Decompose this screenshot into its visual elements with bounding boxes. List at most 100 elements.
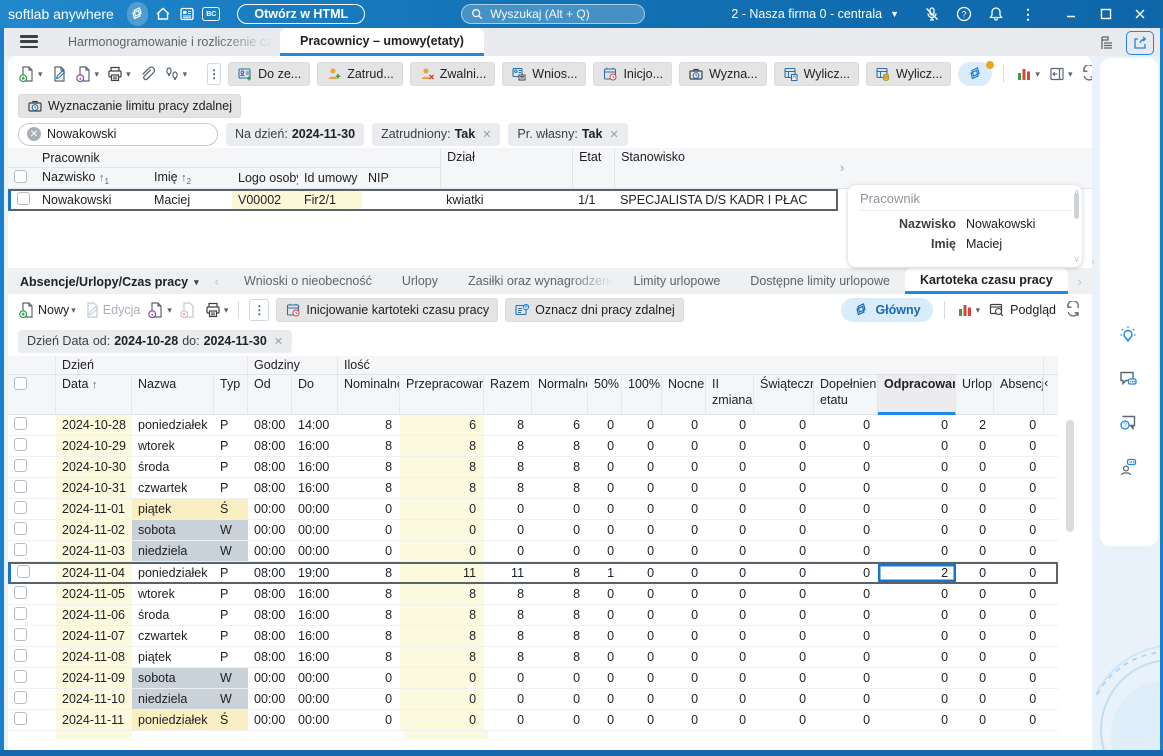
- cell-odpracowanie[interactable]: 0: [878, 478, 956, 499]
- row-checkbox[interactable]: [8, 189, 36, 211]
- cell-50[interactable]: 0: [588, 499, 622, 520]
- cell-swiateczne[interactable]: 0: [754, 647, 814, 668]
- cell-normalne[interactable]: 8: [532, 457, 588, 478]
- cell-swiateczne[interactable]: 0: [754, 499, 814, 520]
- remote-work-limit-button[interactable]: Wyznaczanie limitu pracy zdalnej: [18, 94, 241, 118]
- cell-100[interactable]: 0: [622, 710, 662, 731]
- cell-data[interactable]: 2024-11-10: [56, 689, 132, 710]
- cell-urlop[interactable]: 0: [956, 668, 994, 689]
- filter-chip-date[interactable]: Na dzień: 2024-11-30: [226, 123, 364, 146]
- cell-nominalne[interactable]: 8: [338, 415, 400, 436]
- cell-odpracowanie[interactable]: 0: [878, 457, 956, 478]
- global-search[interactable]: [461, 4, 645, 24]
- cell-data[interactable]: 2024-11-08: [56, 647, 132, 668]
- cell-razem[interactable]: 8: [484, 457, 532, 478]
- view-selector-glowny[interactable]: Główny: [841, 298, 932, 322]
- cell-nocne[interactable]: 0: [662, 415, 706, 436]
- cell-nominalne[interactable]: 8: [338, 626, 400, 647]
- timesheet-row[interactable]: 2024-11-07 czwartek P 08:00 16:00 8 8 8 …: [8, 626, 1058, 647]
- cell-100[interactable]: 0: [622, 436, 662, 457]
- cell-od[interactable]: 08:00: [248, 457, 292, 478]
- cell-razem[interactable]: 8: [484, 584, 532, 605]
- help-icon[interactable]: ?: [952, 3, 976, 25]
- cell-100[interactable]: 0: [622, 499, 662, 520]
- col-nominalne[interactable]: Nominalne: [338, 375, 400, 415]
- cell-swiateczne[interactable]: 0: [754, 457, 814, 478]
- cell-razem[interactable]: 8: [484, 436, 532, 457]
- cell-od[interactable]: 00:00: [248, 520, 292, 541]
- cell-od[interactable]: 08:00: [248, 584, 292, 605]
- cell-odpracowanie[interactable]: 0: [878, 584, 956, 605]
- col-urlop[interactable]: Urlop: [956, 375, 994, 415]
- cell-nocne[interactable]: 0: [662, 605, 706, 626]
- action-zatrudnij-button[interactable]: Zatrud...: [317, 62, 403, 86]
- remove-filter-icon[interactable]: ✕: [609, 128, 618, 141]
- row-checkbox[interactable]: [8, 478, 34, 499]
- cell-normalne[interactable]: 8: [532, 647, 588, 668]
- filter-chip-own[interactable]: Pr. własny: Tak ✕: [508, 123, 627, 146]
- scroll-down-icon[interactable]: ∨: [1073, 254, 1080, 265]
- cell-do[interactable]: 16:00: [292, 626, 338, 647]
- filter-chip-employed[interactable]: Zatrudniony: Tak ✕: [372, 123, 500, 146]
- cell-50[interactable]: 1: [588, 562, 622, 584]
- cell-urlop[interactable]: 0: [956, 520, 994, 541]
- mark-remote-days-button[interactable]: Oznacz dni pracy zdalnej: [505, 298, 684, 322]
- cell-do[interactable]: 16:00: [292, 457, 338, 478]
- cell-swiateczne[interactable]: 0: [754, 541, 814, 562]
- cell-swiateczne[interactable]: 0: [754, 415, 814, 436]
- cell-nocne[interactable]: 0: [662, 668, 706, 689]
- col-swiateczne[interactable]: Świąteczne: [754, 375, 814, 415]
- cell-logo[interactable]: V00002: [232, 189, 298, 211]
- cell-swiateczne[interactable]: 0: [754, 689, 814, 710]
- timesheet-row[interactable]: 2024-10-31 czwartek P 08:00 16:00 8 8 8 …: [8, 478, 1058, 499]
- cell-50[interactable]: 0: [588, 457, 622, 478]
- timesheet-row[interactable]: 2024-11-02 sobota W 00:00 00:00 0 0 0 0 …: [8, 520, 1058, 541]
- timesheet-row[interactable]: 2024-11-03 niedziela W 00:00 00:00 0 0 0…: [8, 541, 1058, 562]
- cell-ii-zmiana[interactable]: 0: [706, 668, 754, 689]
- cell-do[interactable]: 00:00: [292, 689, 338, 710]
- action-do-zespolu-button[interactable]: Do ze...: [228, 62, 310, 86]
- cell-odpracowanie[interactable]: 2: [878, 562, 956, 584]
- scroll-up-icon[interactable]: ∧: [1073, 187, 1080, 198]
- cell-odpracowanie[interactable]: 0: [878, 436, 956, 457]
- cell-nazwa[interactable]: wtorek: [132, 436, 214, 457]
- cell-przepracowane[interactable]: 11: [400, 562, 484, 584]
- chart-timesheet-button[interactable]: ▾: [956, 301, 981, 319]
- cell-od[interactable]: 00:00: [248, 499, 292, 520]
- cell-do[interactable]: 00:00: [292, 710, 338, 731]
- col-stanowisko[interactable]: Stanowisko: [614, 148, 838, 189]
- cell-przepracowane[interactable]: 8: [400, 457, 484, 478]
- cell-typ[interactable]: Ś: [214, 499, 248, 520]
- subtab-limity[interactable]: Limity urlopowe: [618, 268, 735, 294]
- row-checkbox[interactable]: [8, 647, 34, 668]
- cell-ii-zmiana[interactable]: 0: [706, 689, 754, 710]
- cell-nocne[interactable]: 0: [662, 478, 706, 499]
- cell-nazwa[interactable]: wtorek: [132, 584, 214, 605]
- cell-ii-zmiana[interactable]: 0: [706, 605, 754, 626]
- cell-urlop[interactable]: 2: [956, 415, 994, 436]
- cell-100[interactable]: 0: [622, 541, 662, 562]
- cell-dopelnienie[interactable]: 0: [814, 520, 878, 541]
- cell-nominalne[interactable]: 0: [338, 689, 400, 710]
- cell-przepracowane[interactable]: 0: [400, 710, 484, 731]
- cell-ii-zmiana[interactable]: 0: [706, 499, 754, 520]
- cell-data[interactable]: 2024-10-31: [56, 478, 132, 499]
- edit-entry-button[interactable]: Edycja: [83, 301, 141, 319]
- cell-ii-zmiana[interactable]: 0: [706, 562, 754, 584]
- new-entry-button[interactable]: Nowy ▾: [18, 301, 76, 319]
- employee-search-field[interactable]: ✕: [18, 123, 218, 146]
- cell-razem[interactable]: 8: [484, 605, 532, 626]
- tab-harmonogramowanie[interactable]: Harmonogramowanie i rozliczenie czas: [52, 28, 280, 56]
- timesheet-row[interactable]: 2024-10-29 wtorek P 08:00 16:00 8 8 8 8 …: [8, 436, 1058, 457]
- cell-etat[interactable]: 1/1: [572, 189, 614, 211]
- cell-urlop[interactable]: 0: [956, 478, 994, 499]
- cell-50[interactable]: 0: [588, 647, 622, 668]
- tabs-scroll-right-icon[interactable]: ›: [1068, 274, 1092, 294]
- cell-odpracowanie[interactable]: 0: [878, 520, 956, 541]
- cell-przepracowane[interactable]: 0: [400, 520, 484, 541]
- cell-nominalne[interactable]: 8: [338, 478, 400, 499]
- timesheet-row[interactable]: 2024-11-01 piątek Ś 00:00 00:00 0 0 0 0 …: [8, 499, 1058, 520]
- employee-row[interactable]: Nowakowski Maciej V00002 Fir2/1 kwiatki …: [8, 189, 838, 211]
- mic-off-icon[interactable]: [920, 3, 944, 25]
- print-button[interactable]: ▾: [106, 65, 131, 83]
